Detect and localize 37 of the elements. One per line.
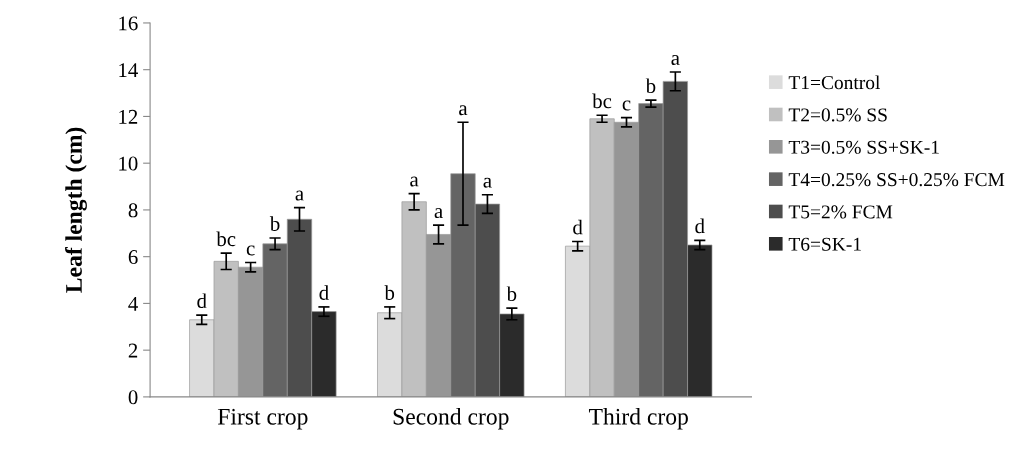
data-label: a <box>459 105 468 116</box>
data-label: d <box>319 285 329 300</box>
data-label: c <box>246 245 255 256</box>
data-label: b <box>384 285 395 300</box>
x-tick-label: Second crop <box>393 408 509 430</box>
data-label: c <box>622 100 631 111</box>
x-tick-label: First crop <box>217 408 308 430</box>
y-tick-label: 2 <box>128 343 138 358</box>
data-label: bc <box>216 231 236 247</box>
y-tick-label: 0 <box>128 390 138 405</box>
y-axis-title: Leaf length (cm) <box>65 127 87 293</box>
data-label: d <box>695 218 705 234</box>
y-tick-label: 10 <box>119 156 138 171</box>
legend-label: T2=0.5% SS <box>788 108 887 122</box>
y-tick-label: 6 <box>128 250 138 265</box>
data-label: a <box>295 190 304 201</box>
legend-label: T3=0.5% SS+SK-1 <box>788 140 939 154</box>
data-label: b <box>645 78 656 94</box>
data-label: bc <box>592 93 612 109</box>
legend-label: T1=Control <box>788 75 880 90</box>
y-tick-label: 8 <box>128 203 138 218</box>
y-tick-label: 12 <box>119 109 138 124</box>
y-tick-label: 16 <box>119 16 138 31</box>
data-label: b <box>506 286 517 302</box>
data-label: a <box>434 208 443 219</box>
data-label: b <box>269 216 280 231</box>
legend-label: T5=2% FCM <box>788 205 893 219</box>
legend-label: T4=0.25% SS+0.25% FCM <box>788 173 1005 187</box>
y-tick-label: 14 <box>119 63 138 77</box>
data-label: a <box>671 55 680 65</box>
data-label: d <box>197 293 207 309</box>
y-tick-label: 4 <box>128 296 138 311</box>
legend-label: T6=SK-1 <box>788 237 861 251</box>
x-tick-label: Third crop <box>588 408 688 430</box>
data-label: a <box>483 177 492 188</box>
data-label: a <box>410 176 419 187</box>
data-label: d <box>573 219 583 235</box>
